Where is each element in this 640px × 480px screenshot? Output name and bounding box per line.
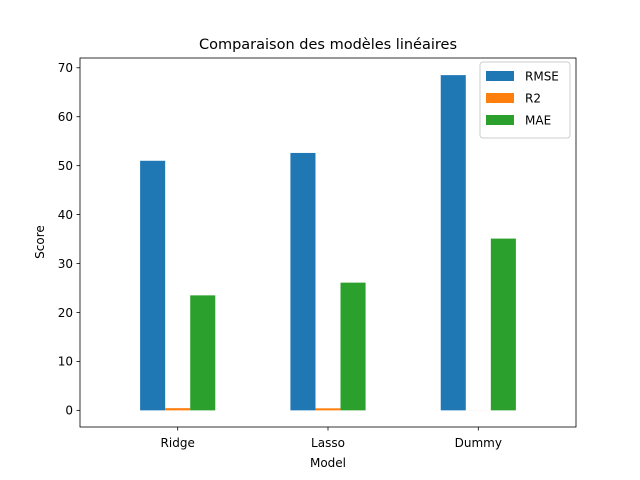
y-tick-label: 0 bbox=[65, 404, 73, 418]
bar-mae-lasso bbox=[340, 282, 366, 411]
bar-rmse-dummy bbox=[440, 75, 466, 411]
bars-layer bbox=[140, 75, 516, 411]
y-tick-label: 50 bbox=[58, 159, 73, 173]
y-axis-label: Score bbox=[33, 225, 47, 259]
bar-r2-ridge bbox=[165, 408, 191, 411]
x-axis-ticks: Ridge Lasso Dummy bbox=[161, 427, 502, 450]
legend-label-mae: MAE bbox=[525, 114, 551, 128]
legend-swatch-mae bbox=[486, 115, 514, 125]
x-axis-label: Model bbox=[310, 456, 346, 470]
bar-mae-dummy bbox=[490, 238, 516, 411]
chart-title: Comparaison des modèles linéaires bbox=[199, 37, 457, 53]
legend-label-rmse: RMSE bbox=[525, 70, 559, 84]
y-tick-label: 10 bbox=[58, 355, 73, 369]
y-tick-label: 30 bbox=[58, 257, 73, 271]
x-tick-label-lasso: Lasso bbox=[311, 436, 345, 450]
bar-r2-lasso bbox=[315, 408, 341, 411]
legend-swatch-r2 bbox=[486, 93, 514, 103]
y-axis-ticks: 0 10 20 30 40 50 60 70 bbox=[58, 61, 80, 418]
bar-rmse-lasso bbox=[290, 152, 316, 411]
x-tick-label-ridge: Ridge bbox=[161, 436, 195, 450]
x-tick-label-dummy: Dummy bbox=[455, 436, 502, 450]
bar-mae-ridge bbox=[190, 295, 216, 411]
legend: RMSE R2 MAE bbox=[479, 61, 571, 139]
bar-rmse-ridge bbox=[140, 160, 166, 411]
legend-swatch-rmse bbox=[486, 71, 514, 81]
y-tick-label: 20 bbox=[58, 306, 73, 320]
y-tick-label: 70 bbox=[58, 61, 73, 75]
y-tick-label: 60 bbox=[58, 110, 73, 124]
legend-label-r2: R2 bbox=[525, 92, 541, 106]
y-tick-label: 40 bbox=[58, 208, 73, 222]
